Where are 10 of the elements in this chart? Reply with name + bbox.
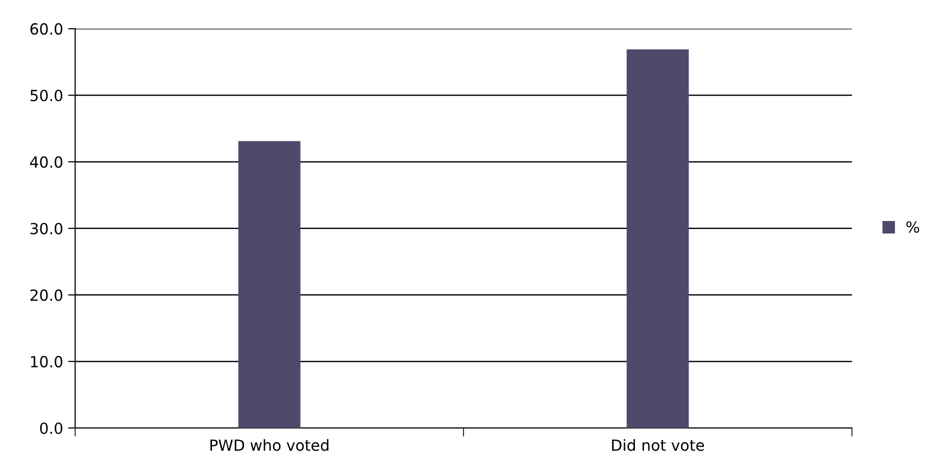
y-tick-label: 30.0 [30,222,62,234]
y-tick-label: 50.0 [30,90,62,102]
y-tick-label: 40.0 [30,156,62,168]
y-tick-label: 10.0 [31,356,62,368]
legend-label: % [906,221,920,233]
y-tick-label: 0.0 [40,422,62,434]
y-tick-label: 60.0 [30,23,62,35]
x-tick-label: PWD who voted [210,439,328,451]
x-tick-label: Did not vote [612,439,704,451]
y-tick-label: 20.0 [30,289,62,301]
